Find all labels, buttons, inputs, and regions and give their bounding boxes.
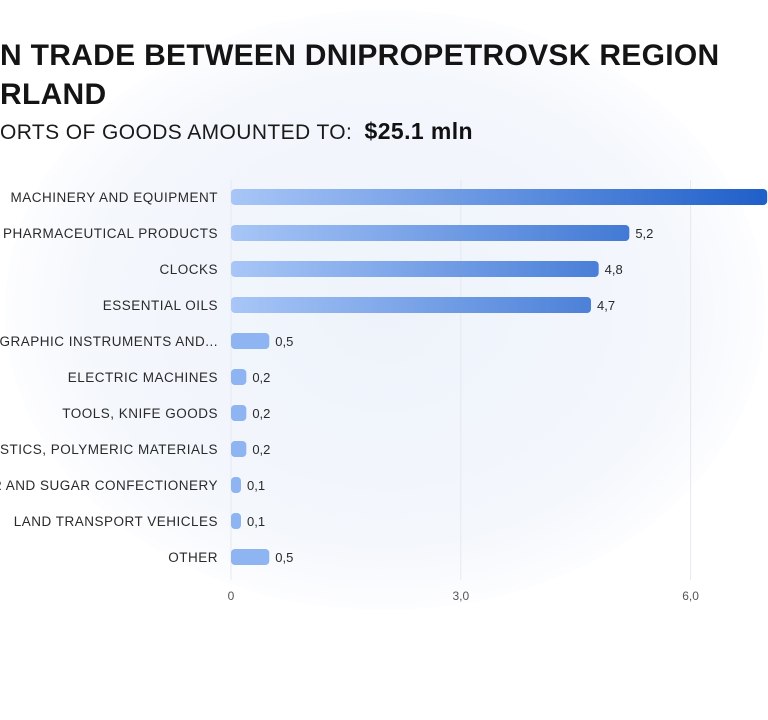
data-label: 4,7 xyxy=(597,298,615,313)
x-tick-label: 3,0 xyxy=(452,589,469,603)
data-label: 0,1 xyxy=(247,514,265,529)
category-label: TOOLS, KNIFE GOODS xyxy=(62,406,218,421)
data-label: 0,5 xyxy=(275,334,293,349)
data-label: 0,2 xyxy=(252,370,270,385)
data-label: 0,2 xyxy=(252,406,270,421)
data-label: 5,2 xyxy=(635,226,653,241)
category-label: ELECTRIC MACHINES xyxy=(68,370,218,385)
bar xyxy=(231,189,768,205)
x-tick-label: 0 xyxy=(228,589,235,603)
bars xyxy=(231,189,768,565)
chart-title-line-2: RLAND xyxy=(0,78,107,111)
bar xyxy=(231,333,270,349)
data-label: 0,5 xyxy=(275,550,293,565)
data-label: 0,2 xyxy=(252,442,270,457)
bar xyxy=(231,477,241,493)
category-label: R AND SUGAR CONFECTIONERY xyxy=(0,478,218,493)
bar xyxy=(231,261,599,277)
bar xyxy=(231,225,630,241)
data-label: 4,8 xyxy=(605,262,623,277)
subtitle-amount: $25.1 mln xyxy=(364,118,473,144)
category-label: ASTICS, POLYMERIC MATERIALS xyxy=(0,442,218,457)
subtitle-text: ORTS OF GOODS AMOUNTED TO: xyxy=(0,121,353,144)
labels: 0 3,0 6,0 MACHINERY AND EQUIPMENT PHARMACEUT… xyxy=(0,190,699,603)
category-label: MACHINERY AND EQUIPMENT xyxy=(10,190,218,205)
x-tick-label: 6,0 xyxy=(682,589,699,603)
bar xyxy=(231,513,241,529)
chart-title-line-1: N TRADE BETWEEN DNIPROPETROVSK REGION xyxy=(0,39,720,72)
category-label: ESSENTIAL OILS xyxy=(103,298,218,313)
category-label: GRAPHIC INSTRUMENTS AND... xyxy=(0,334,218,349)
category-label: PHARMACEUTICAL PRODUCTS xyxy=(3,226,218,241)
bar xyxy=(231,549,270,565)
data-label: 0,1 xyxy=(247,478,265,493)
category-label: OTHER xyxy=(168,550,218,565)
bar xyxy=(231,441,247,457)
chart-title: N TRADE BETWEEN DNIPROPETROVSK REGION RL… xyxy=(0,36,719,114)
category-label: CLOCKS xyxy=(159,262,218,277)
bar xyxy=(231,405,247,421)
category-label: LAND TRANSPORT VEHICLES xyxy=(14,514,218,529)
bar xyxy=(231,297,592,313)
bar xyxy=(231,369,247,385)
chart-subtitle: ORTS OF GOODS AMOUNTED TO: $25.1 mln xyxy=(0,118,473,145)
